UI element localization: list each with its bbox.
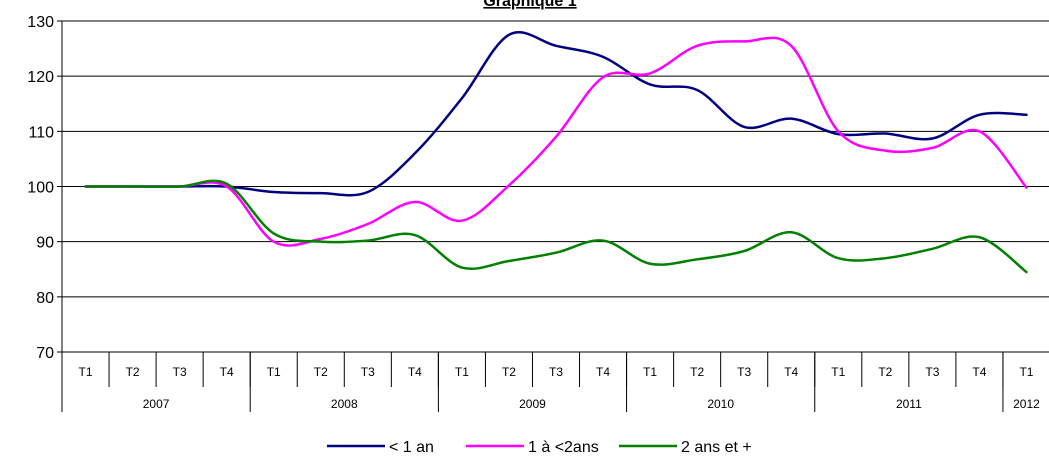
x-quarter-label: T3 bbox=[549, 365, 563, 379]
chart-title-group: Graphique 1 bbox=[483, 0, 576, 10]
legend-label-1: < 1 an bbox=[389, 439, 434, 456]
ytick-label-130: 130 bbox=[27, 14, 54, 31]
ytick-label-120: 120 bbox=[27, 69, 54, 86]
series-lines bbox=[84, 31, 1028, 274]
series-line-2 bbox=[84, 36, 1028, 247]
x-quarter-label: T4 bbox=[972, 365, 986, 379]
x-quarter-label: T2 bbox=[502, 365, 516, 379]
x-year-label-2011: 2011 bbox=[896, 397, 922, 411]
x-quarter-label: T4 bbox=[220, 365, 234, 379]
x-year-label-2007: 2007 bbox=[143, 397, 170, 411]
x-quarter-label: T3 bbox=[925, 365, 939, 379]
axes: 70 80 90 100 110 120 130 bbox=[27, 14, 63, 362]
chart-title: Graphique 1 bbox=[483, 0, 576, 10]
x-quarter-label: T4 bbox=[596, 365, 610, 379]
x-year-label-2012: 2012 bbox=[1013, 397, 1040, 411]
x-quarter-label: T4 bbox=[784, 365, 798, 379]
x-axis-labels: T1 T2 T3 T4 T1 T2 T3 T4 T1 T2 T3 T4 T1 T2 T3 T4 T1 T2 T3 T4… bbox=[61, 352, 1040, 412]
x-quarter-label: T1 bbox=[643, 365, 657, 379]
x-quarter-label: T3 bbox=[173, 365, 187, 379]
legend: < 1 an 1 à <2ans 2 ans et + bbox=[327, 439, 752, 456]
x-year-label-2008: 2008 bbox=[331, 397, 358, 411]
x-quarter-label: T1 bbox=[831, 365, 845, 379]
series-line-3 bbox=[84, 179, 1028, 274]
ytick-label-110: 110 bbox=[28, 124, 54, 141]
x-quarter-label: T2 bbox=[126, 365, 140, 379]
x-quarter-label: T1 bbox=[455, 365, 469, 379]
x-quarter-label: T2 bbox=[690, 365, 704, 379]
x-year-label-2010: 2010 bbox=[707, 397, 734, 411]
x-quarter-label: T1 bbox=[267, 365, 281, 379]
x-quarter-label: T2 bbox=[878, 365, 892, 379]
x-quarter-label: T3 bbox=[361, 365, 375, 379]
ytick-label-100: 100 bbox=[27, 180, 54, 197]
legend-label-3: 2 ans et + bbox=[681, 439, 752, 456]
x-year-label-2009: 2009 bbox=[519, 397, 546, 411]
x-quarter-label: T1 bbox=[79, 365, 93, 379]
x-quarter-label: T4 bbox=[408, 365, 422, 379]
series-line-1 bbox=[84, 31, 1028, 197]
x-quarter-label: T1 bbox=[1019, 365, 1033, 379]
x-quarter-label: T2 bbox=[314, 365, 328, 379]
ytick-label-80: 80 bbox=[36, 290, 54, 307]
ytick-label-90: 90 bbox=[36, 235, 54, 252]
legend-label-2: 1 à <2ans bbox=[528, 439, 599, 456]
ytick-label-70: 70 bbox=[36, 345, 54, 362]
x-quarter-label: T3 bbox=[737, 365, 751, 379]
